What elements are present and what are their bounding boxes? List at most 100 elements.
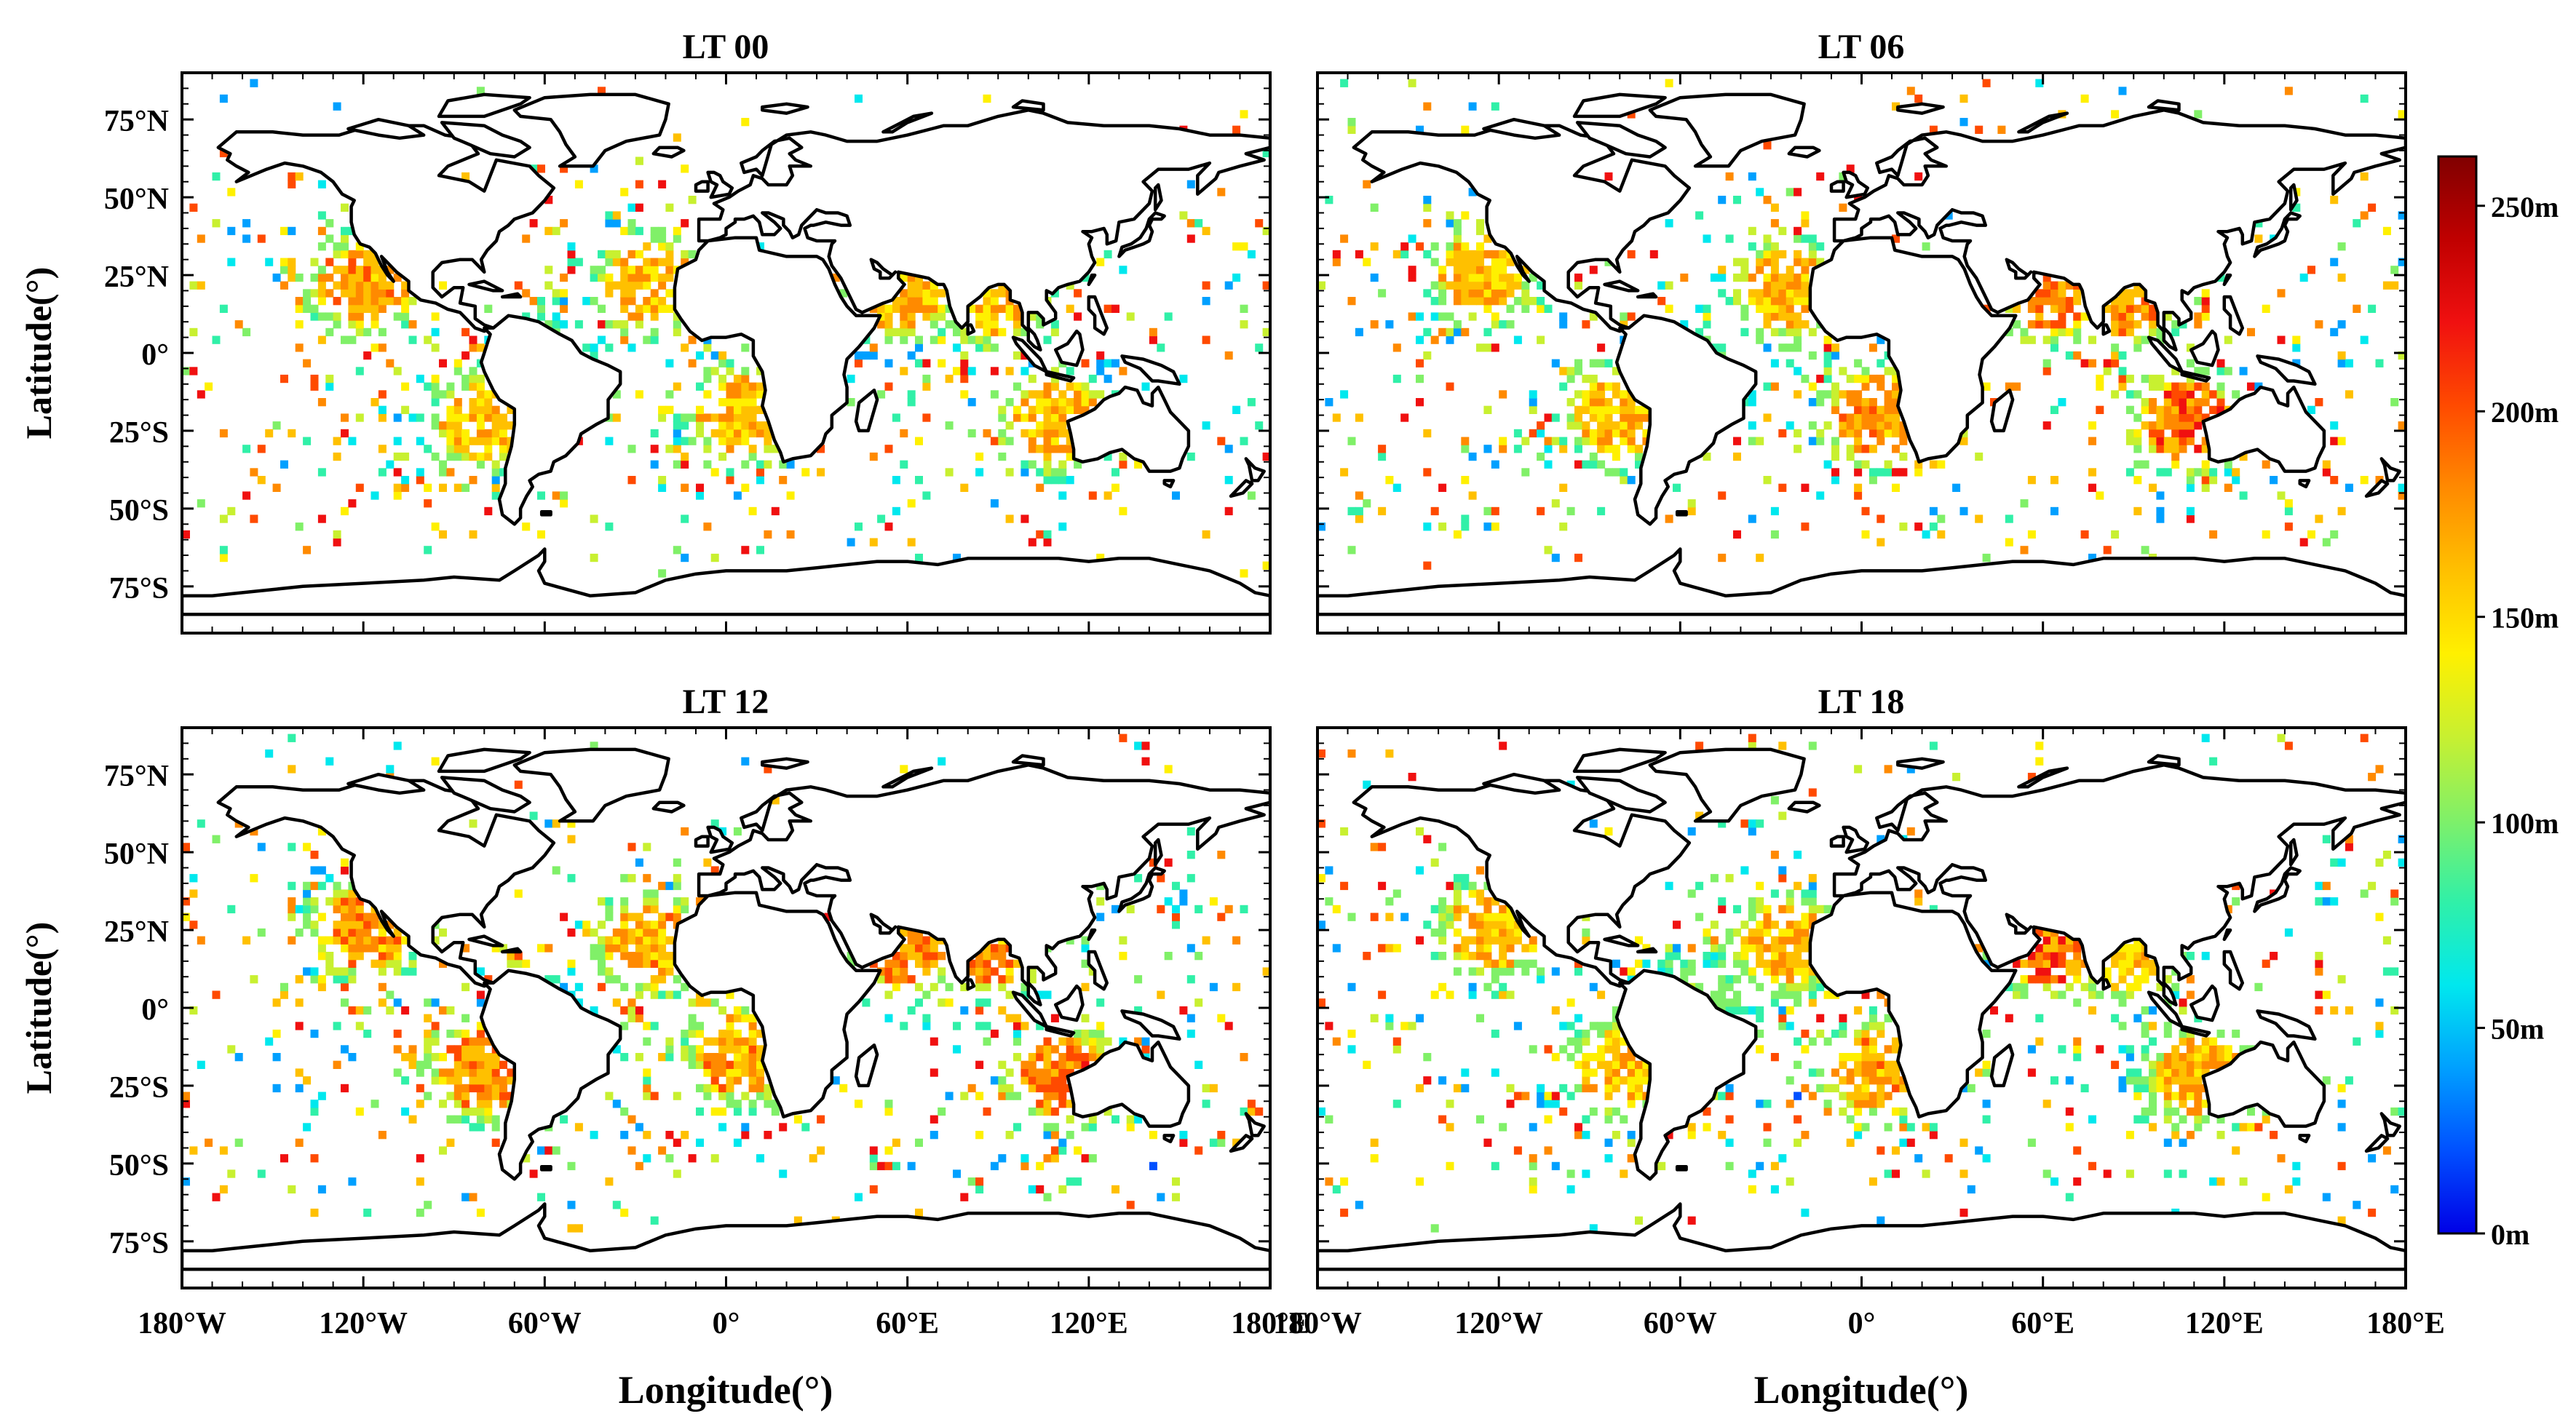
- heatmap-cell: [1718, 975, 1727, 984]
- heatmap-cell: [446, 1029, 455, 1038]
- heatmap-cell: [1589, 390, 1598, 399]
- heatmap-cell: [1740, 936, 1749, 945]
- heatmap-cell: [741, 1014, 750, 1022]
- heatmap-cell: [469, 1045, 477, 1054]
- heatmap-cell: [1088, 1045, 1097, 1054]
- heatmap-cell: [1566, 1169, 1575, 1178]
- heatmap-cell: [1740, 258, 1749, 266]
- heatmap-cell: [341, 506, 349, 516]
- heatmap-cell: [1476, 944, 1484, 953]
- lon-tick-label: 120°E: [2185, 1307, 2264, 1340]
- heatmap-cell: [295, 320, 304, 329]
- heatmap-cell: [1589, 1022, 1598, 1030]
- heatmap-cell: [1635, 421, 1643, 430]
- heatmap-cell: [2118, 1084, 2127, 1093]
- heatmap-cell: [1317, 998, 1325, 1007]
- heatmap-cell: [2270, 476, 2278, 485]
- heatmap-cell: [1186, 1014, 1195, 1022]
- heatmap-cell: [1446, 382, 1454, 391]
- heatmap-cell: [831, 273, 840, 282]
- heatmap-cell: [1103, 359, 1112, 367]
- heatmap-cell: [431, 1022, 440, 1030]
- coastline-sri-lanka: [966, 978, 976, 991]
- heatmap-cell: [1370, 843, 1379, 851]
- heatmap-cell: [1103, 374, 1112, 383]
- heatmap-cell: [1982, 553, 1991, 563]
- heatmap-cell: [1770, 1053, 1779, 1062]
- heatmap-cell: [310, 382, 319, 391]
- heatmap-cell: [635, 921, 643, 929]
- heatmap-cell: [2035, 1014, 2044, 1022]
- heatmap-cell: [1013, 1014, 1021, 1022]
- heatmap-cell: [1794, 250, 1802, 259]
- heatmap-cell: [1604, 468, 1613, 477]
- heatmap-cell: [2125, 1053, 2134, 1062]
- heatmap-cell: [1854, 468, 1863, 477]
- heatmap-cell: [1209, 897, 1218, 906]
- heatmap-cell: [892, 975, 900, 984]
- heatmap-cell: [1740, 327, 1749, 337]
- heatmap-cell: [469, 367, 477, 375]
- heatmap-cell: [1733, 959, 1741, 968]
- heatmap-cell: [1483, 304, 1492, 313]
- heatmap-cell: [1763, 258, 1772, 266]
- heatmap-cell: [900, 928, 908, 937]
- heatmap-cell: [1483, 343, 1492, 352]
- heatmap-cell: [1355, 514, 1363, 523]
- heatmap-cell: [733, 374, 742, 383]
- heatmap-cell: [2133, 975, 2142, 984]
- heatmap-cell: [1620, 1053, 1628, 1062]
- heatmap-cell: [1582, 460, 1590, 469]
- heatmap-cell: [491, 421, 500, 430]
- heatmap-cell: [1446, 250, 1454, 259]
- heatmap-cell: [1050, 398, 1059, 407]
- heatmap-cell: [771, 506, 780, 516]
- heatmap-cell: [938, 312, 946, 321]
- heatmap-cell: [582, 297, 591, 306]
- heatmap-cell: [650, 975, 659, 984]
- heatmap-cell: [2141, 1045, 2149, 1054]
- heatmap-cell: [741, 390, 750, 399]
- heatmap-cell: [2149, 1068, 2157, 1077]
- heatmap-cell: [265, 258, 274, 266]
- heatmap-cell: [1074, 382, 1082, 391]
- heatmap-cell: [560, 273, 568, 282]
- heatmap-cell: [325, 258, 334, 266]
- heatmap-cell: [590, 514, 598, 523]
- heatmap-cell: [990, 437, 999, 445]
- heatmap-cell: [2096, 382, 2104, 391]
- heatmap-cell: [1801, 982, 1810, 992]
- heatmap-cell: [560, 164, 568, 173]
- heatmap-cell: [1157, 905, 1165, 914]
- heatmap-cell: [2179, 421, 2187, 430]
- heatmap-cell: [2141, 304, 2149, 313]
- heatmap-cell: [703, 1037, 712, 1046]
- heatmap-cell: [295, 1138, 304, 1147]
- heatmap-cell: [1217, 1014, 1226, 1022]
- heatmap-cell: [998, 289, 1007, 298]
- heatmap-cell: [938, 975, 946, 984]
- heatmap-cell: [710, 429, 719, 438]
- heatmap-cell: [325, 952, 334, 961]
- heatmap-cell: [1392, 1100, 1401, 1108]
- heatmap-cell: [1332, 258, 1341, 266]
- heatmap-cell: [2027, 952, 2036, 961]
- heatmap-cell: [310, 975, 319, 984]
- heatmap-cell: [1036, 421, 1045, 430]
- heatmap-cell: [453, 398, 462, 407]
- heatmap-cell: [809, 1154, 817, 1163]
- heatmap-cells: [182, 79, 1270, 578]
- heatmap-cell: [2194, 382, 2203, 391]
- heatmap-cell: [1635, 452, 1643, 461]
- heatmap-cell: [1392, 483, 1401, 492]
- heatmap-cell: [658, 483, 667, 492]
- heatmap-cell: [786, 530, 795, 539]
- heatmap-cell: [1589, 398, 1598, 407]
- heatmap-cell: [1416, 335, 1424, 344]
- heatmap-cell: [469, 1037, 477, 1046]
- heatmap-cell: [461, 445, 470, 453]
- heatmap-cell: [2125, 990, 2134, 999]
- heatmap-cell: [1430, 242, 1439, 251]
- heatmap-cell: [1635, 1216, 1643, 1225]
- heatmap-cell: [317, 312, 326, 321]
